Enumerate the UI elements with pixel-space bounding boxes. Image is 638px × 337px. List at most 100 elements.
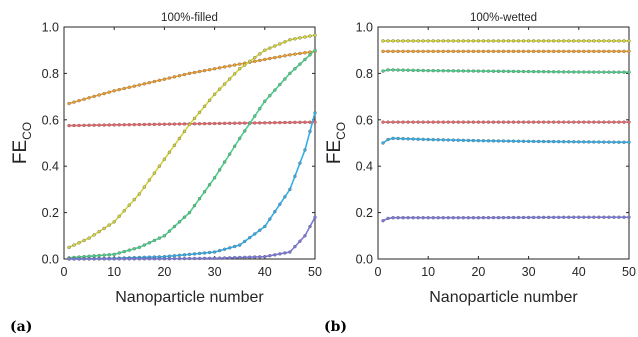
data-point (511, 215, 516, 220)
data-point (451, 138, 455, 142)
data-point (531, 215, 536, 220)
data-point (293, 67, 297, 71)
panel-title: 100%-filled (161, 12, 218, 24)
data-point (431, 216, 435, 220)
data-point (572, 49, 576, 54)
data-point (97, 229, 101, 234)
data-point (273, 209, 277, 214)
data-point (491, 215, 496, 220)
data-point (396, 136, 400, 141)
data-point (451, 39, 455, 43)
data-point (471, 39, 476, 43)
data-point (451, 49, 455, 54)
data-point (137, 122, 141, 127)
data-point (112, 89, 116, 93)
data-point (386, 39, 390, 43)
data-point (582, 120, 586, 124)
data-point (506, 39, 511, 43)
data-point (406, 120, 410, 124)
data-point (172, 257, 177, 261)
data-point (567, 49, 571, 54)
data-point (202, 251, 207, 255)
data-point (557, 39, 561, 43)
data-point (516, 215, 521, 220)
data-point (288, 38, 292, 42)
data-point (248, 59, 252, 64)
data-point (506, 215, 511, 220)
data-point (501, 139, 506, 143)
data-point (97, 123, 101, 127)
data-point (381, 69, 385, 73)
data-point (187, 252, 192, 257)
data-point (87, 123, 91, 127)
data-point (127, 248, 131, 252)
data-point (496, 139, 501, 143)
data-point (607, 70, 611, 74)
data-point (567, 215, 571, 219)
data-point (222, 82, 227, 86)
data-point (87, 236, 91, 240)
data-point (531, 139, 536, 144)
data-point (127, 85, 131, 89)
data-point (142, 185, 146, 189)
data-point (466, 138, 471, 143)
y-axis-label-sub: CO (334, 122, 348, 140)
data-point (102, 253, 106, 257)
data-point (67, 257, 71, 261)
data-point (391, 39, 395, 43)
data-point (431, 39, 435, 43)
data-point (227, 64, 232, 68)
y-tick-label: 0.8 (356, 67, 373, 81)
data-point (147, 257, 152, 261)
data-point (248, 255, 252, 259)
data-point (481, 216, 486, 220)
data-point (612, 140, 616, 144)
data-point (263, 224, 267, 229)
data-point (212, 250, 217, 254)
data-point (567, 39, 571, 43)
data-point (162, 157, 167, 161)
data-point (222, 256, 227, 260)
data-point (421, 49, 425, 54)
data-point (602, 140, 606, 144)
data-point (97, 93, 101, 97)
data-point (521, 139, 526, 143)
data-point (253, 121, 257, 125)
data-point (506, 49, 511, 54)
data-point (182, 253, 187, 257)
data-point (142, 122, 146, 127)
data-point (406, 68, 410, 72)
data-point (607, 39, 611, 43)
y-tick-label: 1.0 (42, 21, 59, 35)
data-point (308, 120, 312, 124)
data-point (426, 137, 430, 142)
data-point (192, 256, 197, 261)
data-point (481, 139, 486, 143)
data-point (541, 39, 546, 43)
data-point (582, 39, 586, 43)
data-point (627, 140, 631, 144)
data-point (562, 215, 566, 219)
panel-b: 100%-wetted Nanoparticle number FECO (b)… (324, 12, 636, 335)
data-point (112, 123, 116, 127)
data-point (298, 36, 302, 40)
data-point (612, 39, 616, 43)
data-point (227, 121, 232, 125)
data-point (431, 120, 435, 124)
data-point (592, 49, 596, 54)
data-point (406, 49, 410, 54)
data-point (82, 238, 86, 243)
data-point (233, 144, 237, 148)
data-point (92, 233, 96, 237)
data-point (541, 120, 546, 124)
data-point (233, 255, 237, 260)
data-point (207, 183, 212, 187)
data-point (456, 49, 460, 54)
data-point (441, 49, 445, 54)
data-point (157, 236, 162, 240)
data-point (298, 239, 302, 243)
data-point (87, 257, 91, 261)
data-point (202, 256, 207, 261)
data-point (238, 255, 242, 260)
data-point (622, 39, 626, 43)
